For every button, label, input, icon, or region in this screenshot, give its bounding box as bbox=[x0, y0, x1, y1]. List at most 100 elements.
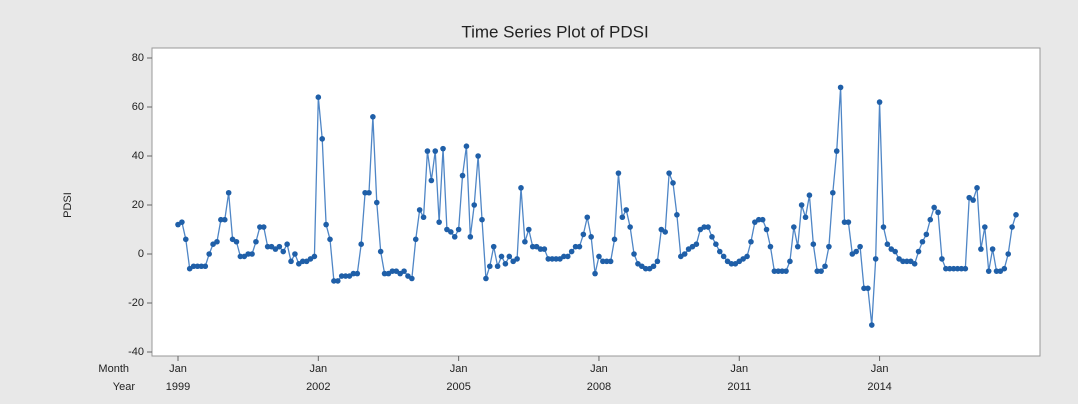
point bbox=[327, 236, 333, 243]
point bbox=[237, 253, 244, 260]
point bbox=[412, 236, 419, 243]
point bbox=[284, 241, 290, 247]
point bbox=[335, 278, 341, 284]
x-tick-month: Jan bbox=[590, 363, 608, 375]
point bbox=[584, 214, 591, 221]
point bbox=[1013, 212, 1019, 218]
point bbox=[373, 199, 380, 206]
point bbox=[974, 185, 980, 191]
point bbox=[420, 214, 427, 221]
point bbox=[642, 265, 649, 272]
point bbox=[845, 219, 852, 225]
point bbox=[370, 114, 376, 120]
point bbox=[292, 251, 298, 257]
x-tick-year: 2011 bbox=[727, 381, 751, 393]
point bbox=[978, 246, 984, 252]
point bbox=[872, 256, 879, 262]
point bbox=[713, 241, 719, 247]
point bbox=[514, 256, 520, 262]
point bbox=[179, 219, 185, 225]
point bbox=[802, 214, 809, 221]
point bbox=[833, 148, 840, 154]
point bbox=[600, 258, 606, 265]
point bbox=[837, 84, 844, 91]
point bbox=[666, 170, 672, 176]
point bbox=[288, 258, 294, 265]
point bbox=[1005, 251, 1012, 257]
point bbox=[331, 278, 337, 284]
point bbox=[759, 216, 766, 223]
point bbox=[841, 219, 848, 225]
point bbox=[607, 258, 614, 265]
point bbox=[490, 243, 497, 250]
point bbox=[876, 99, 883, 105]
point bbox=[993, 268, 1000, 274]
point bbox=[592, 270, 598, 277]
series-line bbox=[177, 87, 1017, 326]
point bbox=[946, 265, 953, 272]
point bbox=[221, 216, 228, 223]
point bbox=[522, 238, 528, 245]
point bbox=[970, 197, 976, 203]
point bbox=[654, 258, 661, 265]
point bbox=[911, 261, 918, 267]
point bbox=[190, 263, 197, 270]
y-tick-label: 0 bbox=[138, 248, 144, 260]
point bbox=[880, 224, 887, 230]
y-axis-label: PDSI bbox=[62, 192, 74, 218]
point bbox=[935, 209, 941, 216]
point bbox=[939, 256, 945, 262]
point bbox=[350, 270, 357, 277]
point bbox=[553, 256, 559, 262]
point bbox=[451, 234, 458, 240]
point bbox=[982, 224, 988, 230]
month-row-label: Month bbox=[98, 363, 129, 375]
point bbox=[572, 243, 579, 250]
point bbox=[615, 170, 622, 176]
point bbox=[619, 214, 626, 221]
point bbox=[506, 253, 513, 260]
point bbox=[580, 231, 587, 238]
point bbox=[693, 241, 700, 247]
point bbox=[576, 243, 583, 250]
point bbox=[923, 231, 930, 238]
y-tick-label: -40 bbox=[128, 346, 144, 358]
point bbox=[245, 251, 251, 257]
point bbox=[561, 253, 567, 260]
y-tick-label: -20 bbox=[128, 297, 144, 309]
point bbox=[416, 207, 423, 213]
point bbox=[755, 216, 762, 223]
point bbox=[338, 273, 345, 279]
x-tick-year: 2005 bbox=[446, 381, 470, 393]
point bbox=[771, 268, 778, 274]
point bbox=[233, 238, 240, 245]
point bbox=[253, 238, 259, 245]
year-row-label: Year bbox=[113, 381, 136, 393]
point bbox=[436, 219, 442, 225]
point bbox=[853, 248, 859, 255]
point bbox=[950, 265, 957, 272]
point bbox=[794, 243, 801, 250]
point bbox=[989, 246, 996, 252]
point bbox=[455, 226, 462, 233]
x-tick-year: 2014 bbox=[867, 381, 891, 393]
point bbox=[494, 263, 501, 270]
point bbox=[225, 189, 232, 196]
point bbox=[927, 216, 934, 223]
point bbox=[366, 189, 372, 196]
point bbox=[264, 243, 271, 250]
point bbox=[448, 229, 454, 235]
point bbox=[467, 234, 474, 240]
point bbox=[537, 246, 544, 252]
point bbox=[487, 263, 493, 270]
point bbox=[257, 224, 263, 230]
point bbox=[716, 248, 723, 255]
point bbox=[541, 246, 548, 252]
point bbox=[709, 234, 715, 240]
point bbox=[381, 270, 388, 277]
point bbox=[549, 256, 555, 262]
x-tick-month: Jan bbox=[169, 363, 187, 375]
point bbox=[377, 248, 384, 255]
point bbox=[958, 265, 965, 272]
